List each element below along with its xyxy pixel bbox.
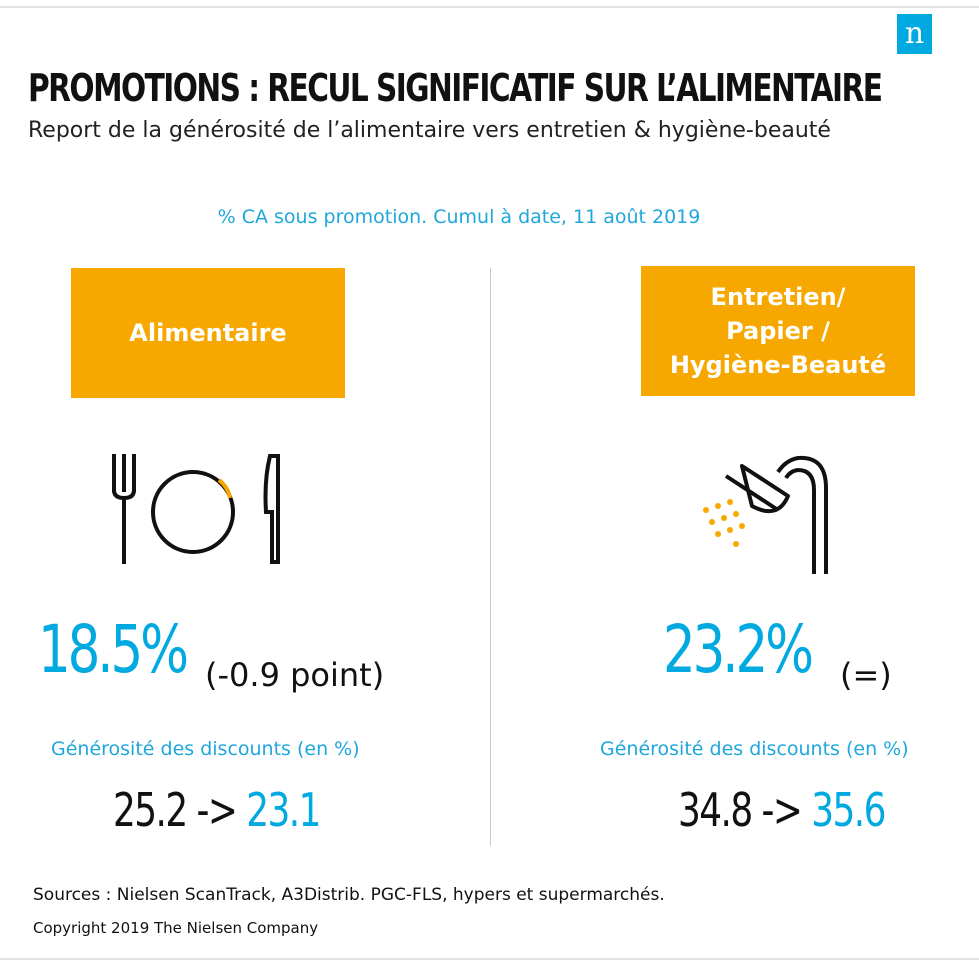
discount-label: Générosité des discounts (en %): [51, 738, 360, 760]
discount-after: 35.6: [811, 783, 886, 837]
promo-share-delta: (-0.9 point): [205, 656, 385, 694]
promo-share-value: 23.2%: [663, 611, 814, 688]
page-title: PROMOTIONS : RECUL SIGNIFICATIF SUR L’AL…: [28, 66, 883, 110]
column-divider: [490, 268, 491, 846]
category-label: Alimentaire: [129, 319, 287, 347]
nielsen-logo: n: [897, 14, 932, 54]
discount-before: 25.2 ->: [113, 783, 238, 837]
discount-values: 25.2 -> 23.1: [113, 787, 321, 833]
category-box-entretien: Entretien/ Papier / Hygiène-Beauté: [641, 266, 915, 396]
fork-plate-knife-icon: [111, 454, 280, 564]
top-border: [0, 6, 979, 8]
discount-after: 23.1: [246, 783, 321, 837]
promo-share-delta: (=): [840, 656, 892, 694]
bottom-border: [0, 958, 979, 960]
discount-before: 34.8 ->: [678, 783, 803, 837]
copyright-note: Copyright 2019 The Nielsen Company: [33, 919, 319, 937]
chart-note: % CA sous promotion. Cumul à date, 11 ao…: [217, 206, 701, 228]
category-label: Entretien/ Papier / Hygiène-Beauté: [669, 283, 887, 379]
shower-head-icon: [703, 455, 828, 574]
discount-label: Générosité des discounts (en %): [600, 738, 909, 760]
discount-values: 34.8 -> 35.6: [678, 787, 886, 833]
promo-share-value: 18.5%: [38, 611, 189, 688]
category-box-alimentaire: Alimentaire: [71, 268, 345, 398]
sources-note: Sources : Nielsen ScanTrack, A3Distrib. …: [33, 885, 665, 905]
page-subtitle: Report de la générosité de l’alimentaire…: [28, 118, 831, 143]
